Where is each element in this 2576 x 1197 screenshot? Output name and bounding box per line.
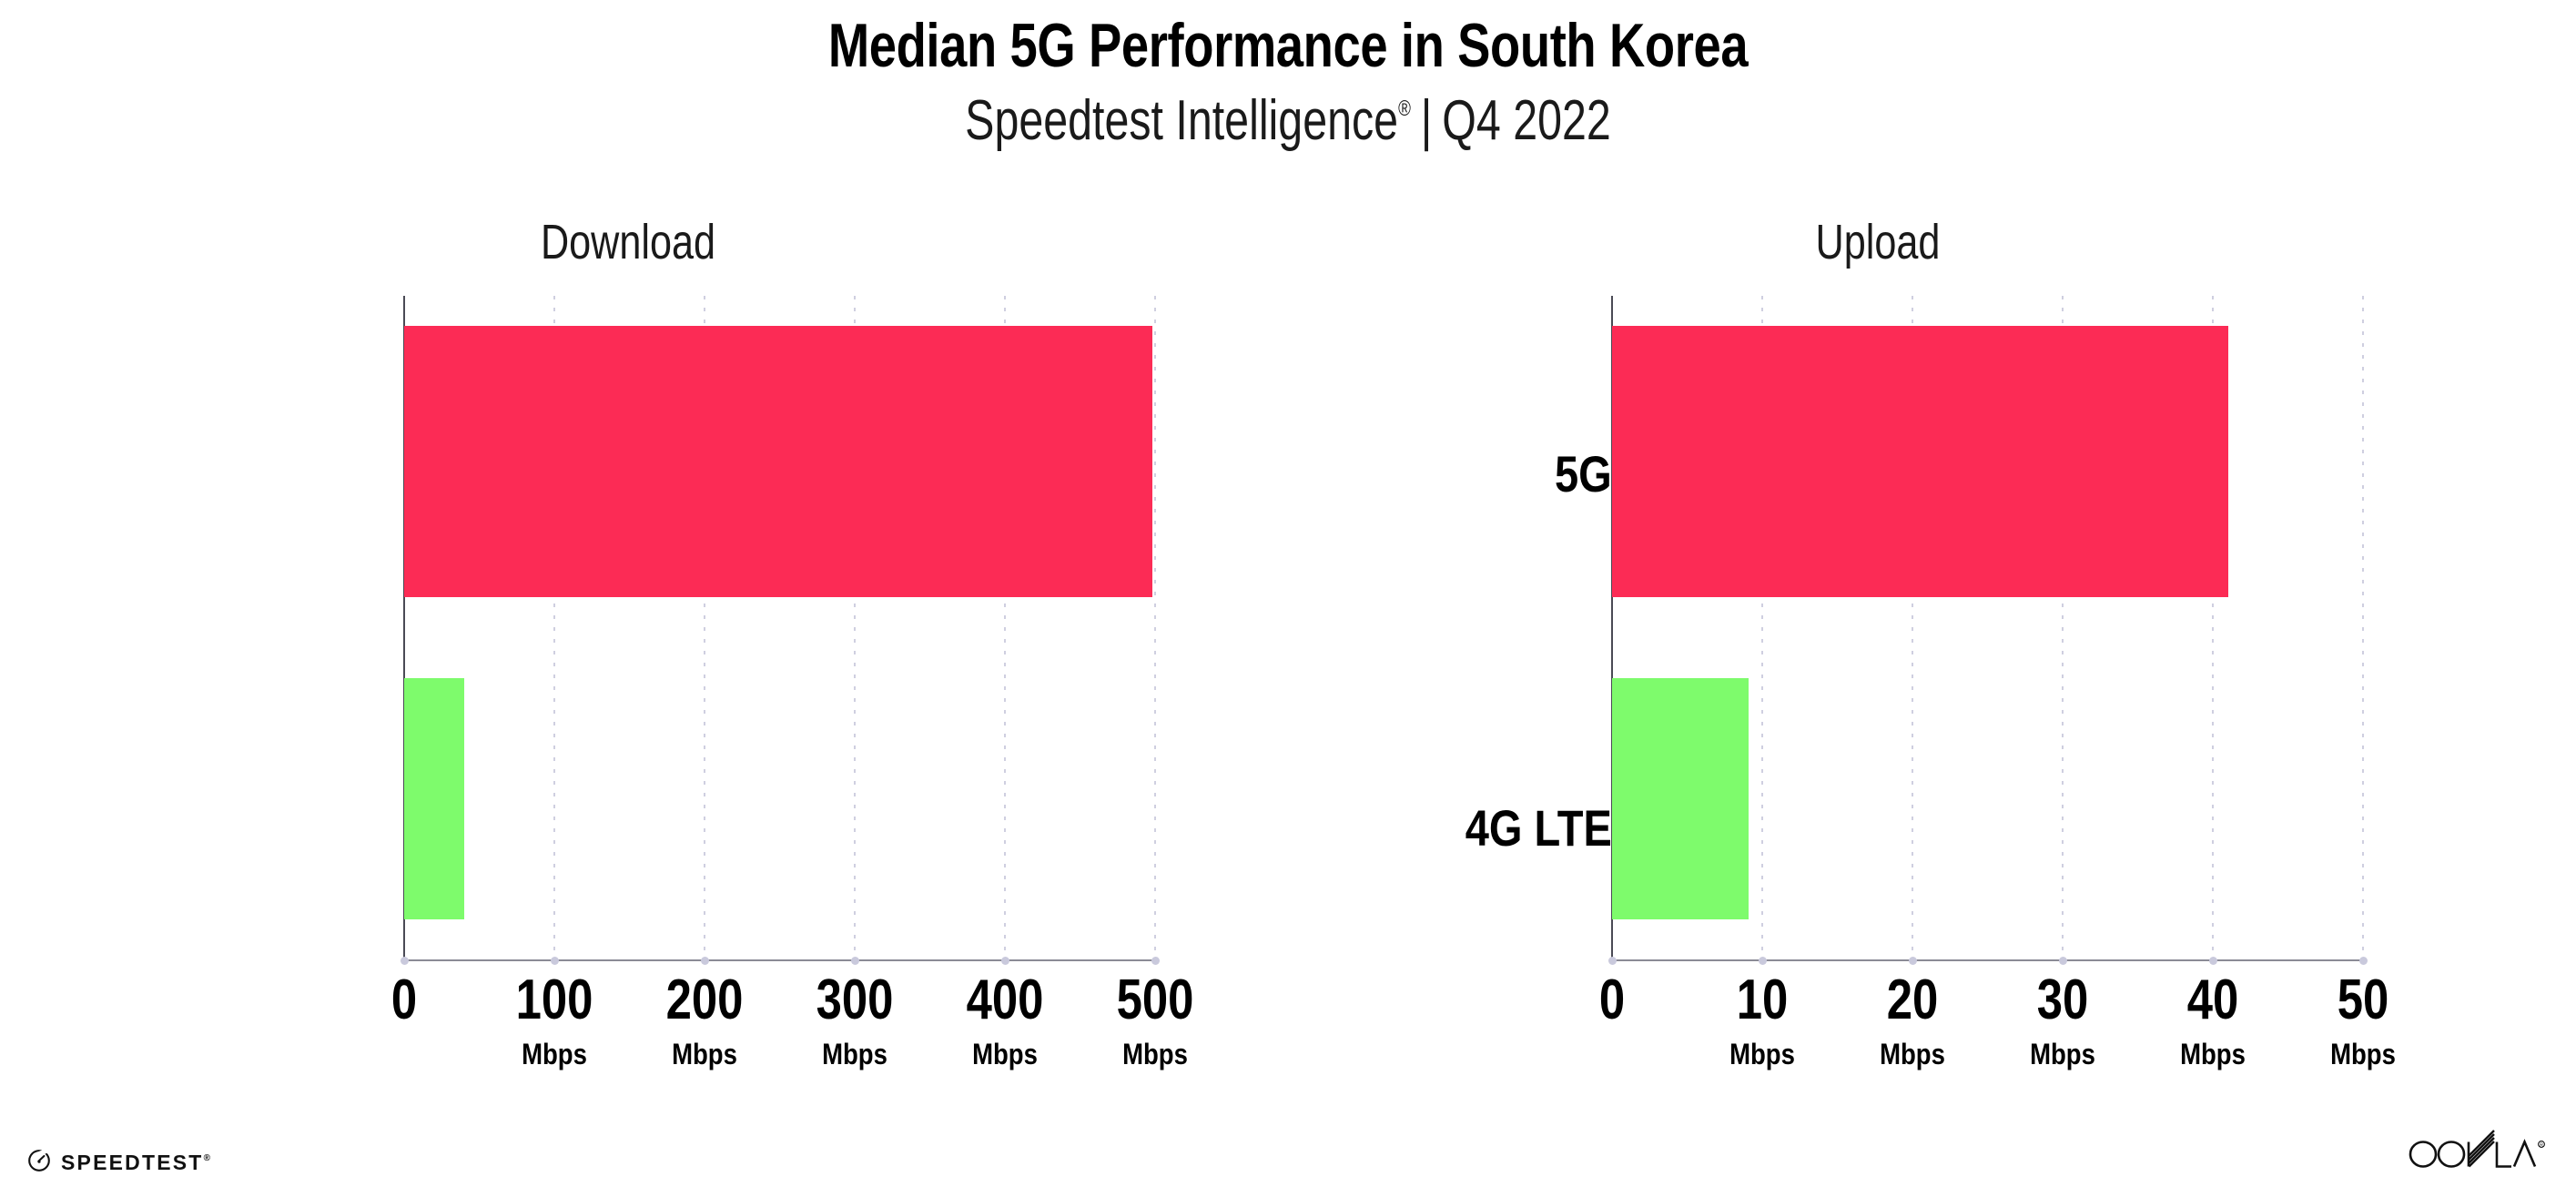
gridline-500 bbox=[1154, 296, 1156, 959]
gridline-400 bbox=[1004, 296, 1006, 959]
bar-4glte-upload bbox=[1612, 678, 1749, 919]
panel-title-download: Download bbox=[540, 215, 716, 269]
subtitle-separator: | bbox=[1420, 89, 1433, 152]
x-tick-unit-10: Mbps bbox=[1729, 1038, 1795, 1070]
tick-dot-50 bbox=[2359, 957, 2368, 965]
tick-dot-40 bbox=[2209, 957, 2217, 965]
x-tick-label-10: 10 Mbps bbox=[1724, 969, 1800, 1070]
tick-dot-20 bbox=[1909, 957, 1917, 965]
x-tick-value-200: 200 bbox=[665, 969, 744, 1031]
x-tick-label-200: 200 Mbps bbox=[657, 969, 751, 1070]
y-axis-line-download bbox=[403, 296, 405, 959]
page-title: Median 5G Performance in South Korea bbox=[827, 11, 1749, 80]
x-tick-unit-100: Mbps bbox=[522, 1038, 587, 1070]
x-tick-label-50: 50 Mbps bbox=[2325, 969, 2401, 1070]
x-tick-unit-50: Mbps bbox=[2330, 1038, 2396, 1070]
gridline-20 bbox=[1912, 296, 1913, 959]
chart-panel-download: Download 5G 4G LTE 0 100 Mbps 200 Mbps 3… bbox=[389, 215, 1202, 1070]
x-tick-unit-400: Mbps bbox=[972, 1038, 1038, 1070]
x-tick-label-400: 400 Mbps bbox=[958, 969, 1051, 1070]
registered-mark-icon: ® bbox=[203, 1153, 210, 1163]
tick-dot-0 bbox=[401, 957, 409, 965]
x-tick-value-20: 20 bbox=[1886, 969, 1939, 1031]
bar-4glte-download bbox=[404, 678, 464, 919]
x-tick-unit-500: Mbps bbox=[1122, 1038, 1188, 1070]
gridline-40 bbox=[2212, 296, 2214, 959]
gridline-30 bbox=[2062, 296, 2064, 959]
ookla-logo: R bbox=[2405, 1129, 2551, 1175]
tick-dot-10 bbox=[1759, 957, 1767, 965]
x-tick-value-0: 0 bbox=[390, 969, 418, 1031]
x-tick-label-300: 300 Mbps bbox=[807, 969, 901, 1070]
speedtest-wordmark-text: SPEEDTEST bbox=[61, 1151, 204, 1174]
x-tick-unit-30: Mbps bbox=[2030, 1038, 2095, 1070]
x-tick-value-300: 300 bbox=[816, 969, 894, 1031]
x-tick-label-40: 40 Mbps bbox=[2175, 969, 2251, 1070]
x-axis-line-upload bbox=[1611, 959, 2364, 961]
y-axis-line-upload bbox=[1611, 296, 1613, 959]
subtitle-period: Q4 2022 bbox=[1442, 89, 1611, 152]
tick-dot-0 bbox=[1608, 957, 1617, 965]
x-tick-value-10: 10 bbox=[1736, 969, 1789, 1031]
x-tick-label-30: 30 Mbps bbox=[2024, 969, 2101, 1070]
svg-text:R: R bbox=[2540, 1142, 2543, 1148]
bar-5g-download bbox=[404, 326, 1152, 597]
subtitle-brand: Speedtest Intelligence bbox=[965, 89, 1399, 152]
speedometer-icon bbox=[27, 1147, 51, 1177]
x-tick-unit-20: Mbps bbox=[1880, 1038, 1945, 1070]
x-tick-value-500: 500 bbox=[1116, 969, 1194, 1031]
x-tick-label-100: 100 Mbps bbox=[507, 969, 601, 1070]
tick-dot-300 bbox=[851, 957, 859, 965]
ookla-wordmark-icon: R bbox=[2405, 1129, 2551, 1175]
tick-dot-100 bbox=[551, 957, 559, 965]
chart-panel-upload: Upload 5G 4G LTE 0 10 Mbps 20 Mbps 30 Mb… bbox=[1293, 0, 2576, 1197]
panel-title-upload: Upload bbox=[1815, 215, 1941, 269]
gridline-10 bbox=[1761, 296, 1763, 959]
category-label-5g-upload: 5G bbox=[1555, 445, 1612, 502]
x-tick-value-50: 50 bbox=[2337, 969, 2389, 1031]
x-tick-value-400: 400 bbox=[966, 969, 1044, 1031]
x-tick-value-0: 0 bbox=[1598, 969, 1626, 1031]
tick-dot-200 bbox=[701, 957, 709, 965]
plot-area-upload bbox=[1608, 296, 2368, 965]
x-tick-unit-40: Mbps bbox=[2180, 1038, 2246, 1070]
bar-5g-upload bbox=[1612, 326, 2228, 597]
tick-dot-400 bbox=[1001, 957, 1009, 965]
x-tick-label-20: 20 Mbps bbox=[1874, 969, 1951, 1070]
category-label-4glte-upload: 4G LTE bbox=[1465, 799, 1612, 857]
chart-header: Median 5G Performance in South Korea Spe… bbox=[0, 0, 2576, 149]
x-tick-label-0: 0 bbox=[1597, 972, 1628, 1029]
x-tick-label-0: 0 bbox=[389, 972, 420, 1029]
speedtest-logo: SPEEDTEST® bbox=[27, 1147, 210, 1177]
gridline-300 bbox=[854, 296, 856, 959]
x-axis-line-download bbox=[403, 959, 1156, 961]
gridline-100 bbox=[553, 296, 555, 959]
tick-dot-30 bbox=[2059, 957, 2067, 965]
x-tick-unit-300: Mbps bbox=[822, 1038, 887, 1070]
speedtest-wordmark: SPEEDTEST® bbox=[61, 1151, 210, 1175]
chart-subtitle: Speedtest Intelligence® | Q4 2022 bbox=[283, 76, 2292, 149]
gridline-200 bbox=[704, 296, 705, 959]
x-tick-value-100: 100 bbox=[515, 969, 593, 1031]
tick-dot-500 bbox=[1151, 957, 1160, 965]
plot-area-download bbox=[401, 296, 1160, 965]
x-tick-unit-200: Mbps bbox=[672, 1038, 737, 1070]
registered-mark-icon: ® bbox=[1398, 96, 1411, 121]
gridline-50 bbox=[2362, 296, 2364, 959]
x-tick-value-40: 40 bbox=[2186, 969, 2239, 1031]
x-tick-value-30: 30 bbox=[2036, 969, 2089, 1031]
x-tick-label-500: 500 Mbps bbox=[1108, 969, 1202, 1070]
